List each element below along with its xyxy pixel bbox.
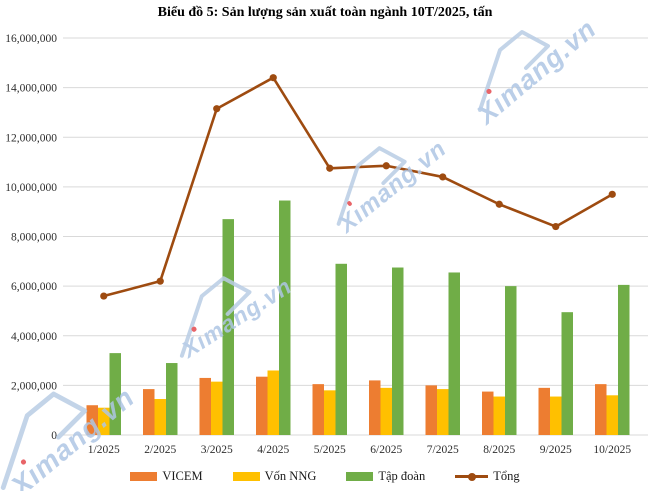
legend-label-vicem: VICEM — [162, 469, 203, 483]
legend-label-tong: Tổng — [493, 469, 520, 483]
total-line-marker — [213, 105, 221, 113]
total-line-marker — [269, 74, 277, 82]
bar-vicem — [256, 376, 268, 435]
bar-tap-doan — [561, 312, 573, 435]
bar-vicem — [312, 384, 324, 435]
y-tick-label: 6,000,000 — [11, 281, 57, 293]
y-tick-label: 10,000,000 — [5, 182, 57, 194]
legend-swatch-vicem — [130, 472, 158, 481]
bar-von-nng — [267, 370, 279, 435]
bar-tap-doan — [109, 353, 121, 435]
y-tick-label: 4,000,000 — [11, 331, 57, 343]
y-tick-label: 2,000,000 — [11, 380, 57, 392]
bar-vicem — [538, 387, 550, 435]
y-tick-label: 8,000,000 — [11, 232, 57, 244]
bar-tap-doan — [279, 200, 291, 435]
bar-tap-doan — [166, 363, 178, 435]
x-tick-label: 7/2025 — [427, 444, 459, 456]
bar-vicem — [482, 391, 494, 435]
x-tick-label: 2/2025 — [144, 444, 176, 456]
legend-line-swatch-tong — [455, 472, 489, 481]
chart-plot: 0 2,000,000 4,000,000 6,000,000 8,000,000 10,… — [5, 33, 648, 456]
total-line-marker — [100, 292, 108, 300]
bar-vicem — [143, 389, 155, 435]
total-line-marker — [326, 164, 334, 172]
bar-tap-doan — [618, 284, 630, 435]
legend-line-dot — [467, 472, 476, 481]
legend-item-tap-doan: Tập đoàn — [346, 469, 425, 484]
bar-von-nng — [380, 387, 392, 435]
total-line-marker — [495, 200, 503, 208]
legend-label-tap-doan: Tập đoàn — [378, 469, 426, 483]
bar-tap-doan — [222, 219, 234, 435]
x-tick-label: 9/2025 — [540, 444, 572, 456]
x-tick-label: 6/2025 — [370, 444, 402, 456]
total-line-marker — [156, 277, 164, 285]
bar-von-nng — [550, 396, 562, 435]
x-tick-label: 3/2025 — [201, 444, 233, 456]
bar-von-nng — [211, 381, 223, 435]
bar-von-nng — [606, 395, 618, 435]
x-tick-label: 1/2025 — [88, 444, 120, 456]
bar-tap-doan — [392, 267, 404, 435]
chart-title: Biểu đồ 5: Sản lượng sản xuất toàn ngành… — [157, 5, 493, 20]
x-tick-label: 8/2025 — [483, 444, 515, 456]
legend-swatch-tap-doan — [346, 472, 374, 481]
bar-von-nng — [98, 407, 110, 435]
y-tick-label: 12,000,000 — [5, 132, 57, 144]
x-tick-label: 10/2025 — [593, 444, 631, 456]
legend-label-von-nng: Vốn NNG — [264, 469, 317, 483]
total-line-marker — [439, 173, 447, 181]
y-tick-label: 14,000,000 — [5, 83, 57, 95]
x-tick-label: 4/2025 — [257, 444, 289, 456]
bar-vicem — [425, 385, 437, 435]
total-line-marker — [382, 162, 390, 170]
total-line-marker — [552, 222, 560, 231]
bar-vicem — [199, 377, 211, 435]
bar-von-nng — [324, 390, 336, 435]
y-tick-label: 16,000,000 — [5, 33, 57, 45]
bar-vicem — [86, 405, 98, 435]
bar-tap-doan — [335, 263, 347, 435]
bar-von-nng — [437, 389, 449, 435]
x-tick-label: 5/2025 — [314, 444, 346, 456]
bar-von-nng — [154, 399, 166, 435]
bar-tap-doan — [448, 272, 460, 435]
legend: VICEM Vốn NNG Tập đoàn Tổng — [0, 469, 650, 484]
legend-item-tong: Tổng — [455, 469, 520, 484]
legend-item-von-nng: Vốn NNG — [232, 469, 317, 484]
bar-vicem — [595, 384, 607, 435]
bar-von-nng — [493, 396, 505, 435]
legend-swatch-von-nng — [232, 472, 260, 481]
bar-tap-doan — [505, 286, 517, 435]
legend-item-vicem: VICEM — [130, 469, 203, 484]
y-tick-label: 0 — [51, 430, 57, 442]
bar-vicem — [369, 380, 381, 435]
total-line-marker — [608, 190, 616, 198]
